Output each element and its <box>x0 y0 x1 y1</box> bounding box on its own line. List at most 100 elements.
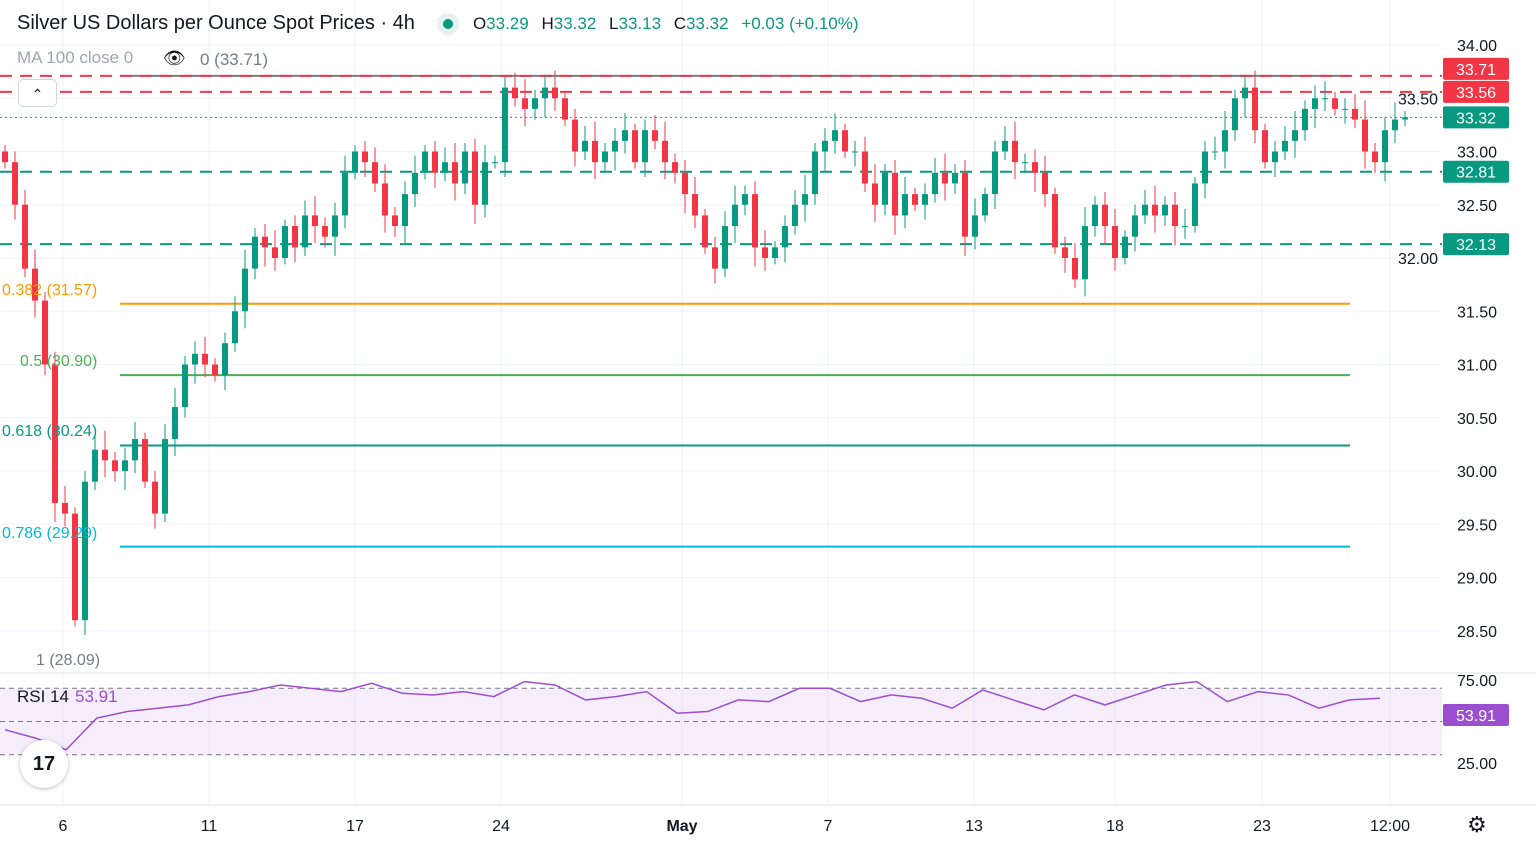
rsi-line <box>4 680 1381 751</box>
candle <box>1052 194 1058 248</box>
candle <box>92 449 98 482</box>
eye-off-icon[interactable]: 👁︎ <box>163 48 186 68</box>
price-tag-text: 33.71 <box>1456 62 1496 79</box>
candle <box>682 172 688 195</box>
candle <box>52 364 58 503</box>
candle <box>642 130 648 163</box>
candle <box>1402 117 1408 120</box>
candle <box>82 481 88 621</box>
candle <box>152 481 158 514</box>
candle <box>1212 151 1218 153</box>
candle <box>832 130 838 141</box>
candle <box>802 194 808 205</box>
rsi-axis-label: 25.00 <box>1457 756 1497 773</box>
price-axis-label: 33.00 <box>1457 145 1497 162</box>
time-axis-label: 24 <box>492 818 510 835</box>
candle <box>452 162 458 184</box>
candle <box>992 151 998 195</box>
candle <box>632 130 638 163</box>
candle <box>1342 108 1348 110</box>
candle <box>1262 130 1268 163</box>
candle <box>622 130 628 141</box>
price-axis-label: 30.00 <box>1457 464 1497 481</box>
candle <box>952 172 958 184</box>
candle <box>672 162 678 173</box>
ma-indicator-legend[interactable]: MA 100 close 0 <box>17 48 134 67</box>
time-axis-label: 17 <box>346 818 364 835</box>
candle <box>1062 247 1068 258</box>
collapse-legend-button[interactable]: ⌃ <box>18 79 57 107</box>
candle <box>342 172 348 216</box>
candle <box>1042 172 1048 195</box>
time-axis-label: May <box>666 818 697 835</box>
price-tag-text: 32.81 <box>1456 165 1496 182</box>
time-axis-label: 13 <box>965 818 983 835</box>
candle <box>702 215 708 248</box>
candle <box>932 172 938 195</box>
candle <box>162 439 168 514</box>
time-axis-label: 6 <box>59 818 68 835</box>
candle <box>232 311 238 344</box>
candle <box>1112 226 1118 258</box>
price-axis-label: 32.00 <box>1398 251 1438 268</box>
candle <box>252 236 258 269</box>
candle <box>1152 204 1158 216</box>
ohlc-readout: O33.29 H33.32 L33.13 C33.32 +0.03 (+0.10… <box>472 13 859 33</box>
price-axis-label: 29.50 <box>1457 517 1497 534</box>
candle <box>112 460 118 471</box>
price-axis-label: 31.50 <box>1457 304 1497 321</box>
fib-label-0.618: 0.618 (30.24) <box>2 423 98 441</box>
candle <box>132 439 138 461</box>
candle <box>902 194 908 216</box>
candle <box>1392 119 1398 131</box>
candle <box>1002 140 1008 152</box>
candle <box>1072 258 1078 280</box>
candle <box>242 268 248 312</box>
candle <box>482 162 488 205</box>
symbol-title[interactable]: Silver US Dollars per Ounce Spot Prices … <box>17 12 415 34</box>
fib-label-0.5: 0.5 (30.90) <box>20 353 98 371</box>
candle <box>1332 98 1338 109</box>
candle <box>262 236 268 248</box>
rsi-axis-label: 75.00 <box>1457 673 1497 690</box>
price-tag-32.81 <box>1443 160 1509 183</box>
candle <box>512 87 518 99</box>
candle <box>652 130 658 141</box>
candle <box>772 247 778 258</box>
price-axis-label: 28.50 <box>1457 624 1497 641</box>
candle <box>222 343 228 376</box>
candle <box>42 300 48 365</box>
candle <box>862 151 868 184</box>
fib-label-1: 1 (28.09) <box>36 652 101 670</box>
candle <box>352 151 358 173</box>
candle <box>122 460 128 471</box>
candle <box>212 364 218 376</box>
candle <box>402 194 408 227</box>
candle <box>1012 140 1018 163</box>
candle <box>612 140 618 152</box>
candle <box>872 183 878 205</box>
candle <box>1132 215 1138 237</box>
rsi-legend[interactable]: RSI 14 53.91 <box>17 687 118 706</box>
rsi-value-tag <box>1443 704 1509 727</box>
candle <box>1202 151 1208 184</box>
candle <box>1162 204 1168 216</box>
price-axis-label: 29.00 <box>1457 571 1497 588</box>
rsi-value-tag-text: 53.91 <box>1456 708 1496 725</box>
price-tag-text: 32.13 <box>1456 237 1496 254</box>
candle <box>1322 98 1328 100</box>
candle <box>172 407 178 440</box>
time-axis-label: 7 <box>824 818 833 835</box>
candle <box>12 162 18 205</box>
candle <box>942 172 948 184</box>
candle <box>472 151 478 205</box>
candle <box>1032 162 1038 173</box>
candle <box>1382 130 1388 163</box>
settings-gear-icon[interactable]: ⚙ <box>1467 812 1487 837</box>
candle <box>812 151 818 195</box>
candle <box>562 98 568 120</box>
tradingview-logo-icon[interactable]: 17 <box>20 740 68 788</box>
price-axis-label: 31.00 <box>1457 358 1497 375</box>
price-tag-text: 33.32 <box>1456 110 1496 127</box>
